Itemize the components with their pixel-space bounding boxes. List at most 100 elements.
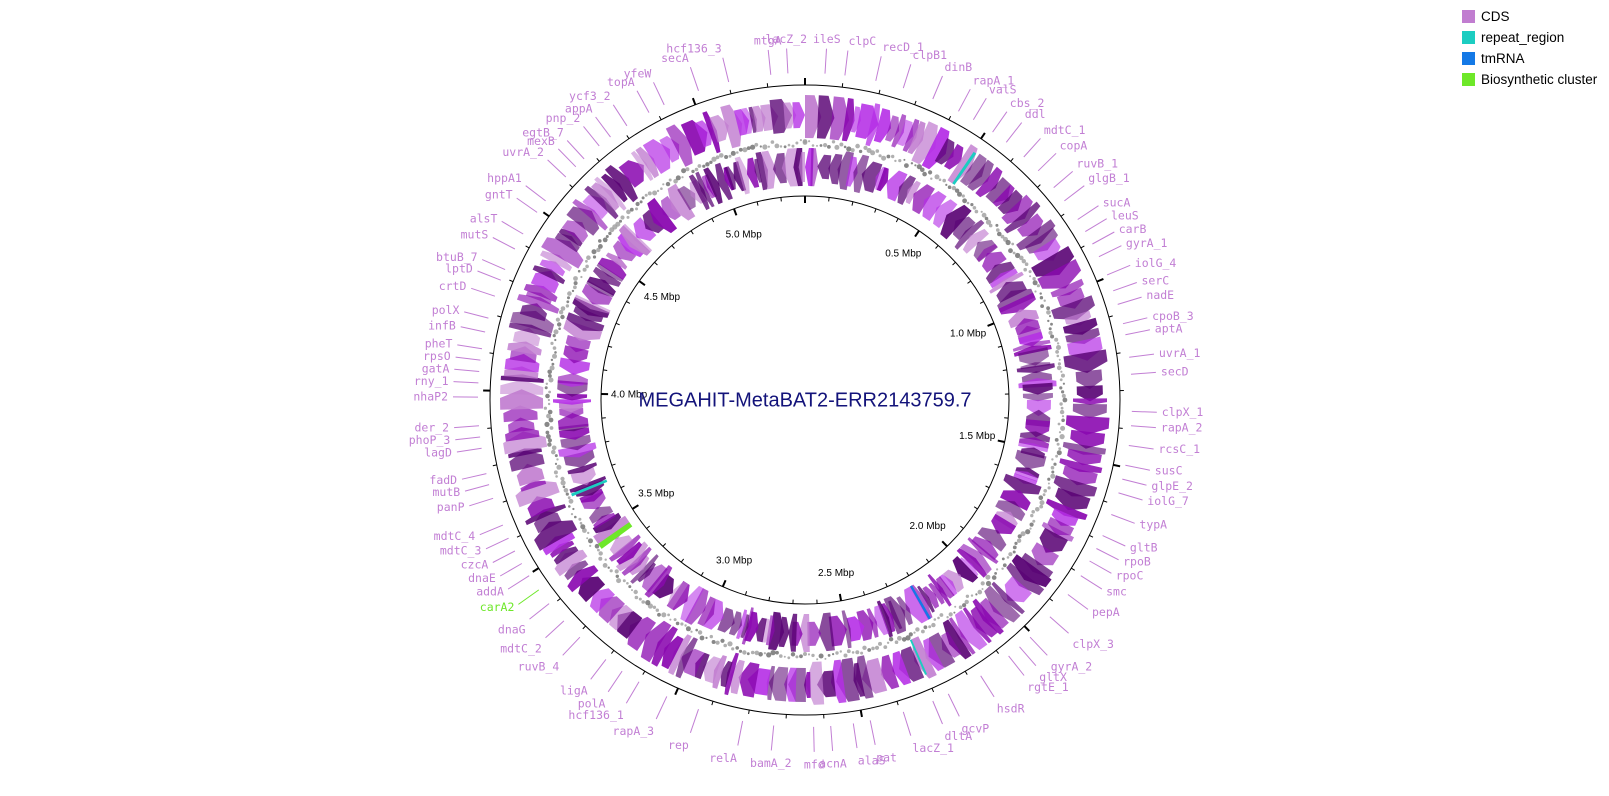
gene-label: mdtC_2 — [500, 642, 542, 656]
gene-label: gatA — [422, 361, 450, 375]
outer-tick-mark — [948, 115, 952, 120]
gene-label-leader — [1008, 655, 1025, 676]
gene-label: pat — [876, 750, 897, 764]
gc-content-mark — [816, 658, 819, 661]
cds-feature — [550, 540, 575, 558]
gc-content-mark — [685, 626, 691, 632]
outer-tick-mark — [691, 97, 697, 106]
outer-tick-mark — [497, 315, 502, 318]
gc-content-mark — [839, 650, 842, 653]
gene-label-leader — [1053, 171, 1074, 188]
gene-label: panP — [437, 500, 465, 514]
gc-content-mark — [981, 212, 987, 218]
cds-feature — [520, 480, 547, 492]
gc-content-mark — [928, 625, 932, 629]
gc-content-mark — [554, 351, 557, 354]
gc-content-mark — [1012, 251, 1016, 255]
gene-label: acnA — [819, 756, 847, 770]
gc-content-mark — [942, 178, 946, 183]
inner-tick-mark — [721, 579, 727, 588]
gc-content-mark — [544, 386, 548, 390]
inner-tick-mark — [711, 218, 715, 223]
inner-tick-mark — [611, 463, 616, 466]
gc-content-mark — [585, 264, 589, 269]
gc-content-mark — [770, 650, 776, 656]
gc-content-mark — [1056, 450, 1062, 456]
gc-content-mark — [579, 521, 583, 525]
inner-tick-mark — [608, 345, 613, 348]
gene-label: iolG_4 — [1135, 256, 1177, 270]
gc-content-mark — [1030, 513, 1034, 518]
cds-feature — [921, 126, 950, 170]
cds-feature — [1037, 259, 1082, 289]
gc-content-mark — [551, 362, 555, 366]
gc-content-mark — [608, 231, 612, 236]
gc-content-mark — [1034, 290, 1037, 293]
gc-content-mark — [577, 269, 581, 273]
tick-label: 0.5 Mbp — [885, 249, 922, 260]
gene-label-leader — [454, 425, 480, 429]
gc-content-mark — [660, 187, 663, 190]
gene-label: rny_1 — [414, 374, 449, 388]
gc-content-mark — [547, 398, 551, 402]
cds-feature — [902, 118, 920, 152]
gc-content-mark — [697, 164, 702, 168]
gene-label: fadD — [429, 473, 457, 487]
position-ticks: 0.5 Mbp 1.0 Mbp 1.5 Mbp 2.0 Mbp 2.5 Mbp 3.0 M… — [483, 78, 1124, 719]
gc-content-mark — [775, 650, 779, 655]
gc-content-mark — [787, 143, 791, 147]
gc-content-mark — [555, 475, 558, 478]
gene-label-leader — [1125, 464, 1151, 471]
gc-content-mark — [661, 612, 667, 618]
cds-feature — [754, 158, 762, 183]
gene-label: ileS — [813, 32, 841, 46]
gc-content-mark — [549, 365, 555, 371]
cds-feature — [665, 124, 693, 167]
cds-feature — [907, 121, 926, 155]
gene-label: lacZ_2 — [766, 32, 808, 46]
cds-feature — [525, 504, 567, 526]
gc-content-mark — [1059, 434, 1065, 440]
gc-content-mark — [711, 156, 717, 162]
gc-content-mark — [914, 164, 917, 167]
outer-tick-mark — [582, 625, 586, 630]
cds-feature — [1059, 458, 1103, 473]
gene-label: secA — [661, 51, 689, 65]
gc-content-mark — [995, 223, 999, 227]
gc-content-mark — [1046, 306, 1050, 311]
gene-label: serC — [1142, 273, 1170, 287]
gc-content-mark — [634, 595, 639, 600]
gene-label: gntT — [485, 188, 513, 202]
gc-content-mark — [628, 585, 632, 589]
gc-content-mark — [589, 544, 592, 548]
gc-content-mark — [557, 322, 562, 327]
gene-label-leader — [469, 497, 494, 507]
gene-label-leader — [1098, 245, 1122, 258]
gene-label-leader — [464, 311, 489, 319]
gc-content-mark — [702, 164, 706, 168]
cds-feature — [667, 183, 696, 221]
gc-content-mark — [1006, 556, 1010, 559]
cds-feature — [970, 606, 998, 638]
gc-content-mark — [961, 194, 965, 198]
gc-content-mark — [985, 580, 992, 587]
cds-feature — [773, 152, 787, 184]
gc-content-mark — [1040, 304, 1044, 308]
cds-feature — [928, 582, 945, 605]
gc-content-mark — [639, 200, 643, 204]
cds-feature — [618, 225, 651, 256]
cds-feature — [942, 569, 964, 593]
cds-feature — [960, 153, 987, 186]
gene-label: clpX_1 — [1162, 405, 1204, 419]
cds-feature — [567, 462, 597, 475]
cds-feature — [1041, 521, 1074, 542]
gc-content-mark — [602, 563, 608, 568]
outer-tick-mark — [489, 352, 494, 354]
cds-feature — [911, 636, 937, 679]
inner-tick-mark — [690, 230, 694, 235]
tick-label: 2.0 Mbp — [910, 521, 947, 532]
cds-feature — [1000, 490, 1031, 511]
inner-tick-mark — [615, 322, 620, 326]
cds-feature — [563, 449, 595, 468]
gc-content-mark — [766, 652, 772, 658]
